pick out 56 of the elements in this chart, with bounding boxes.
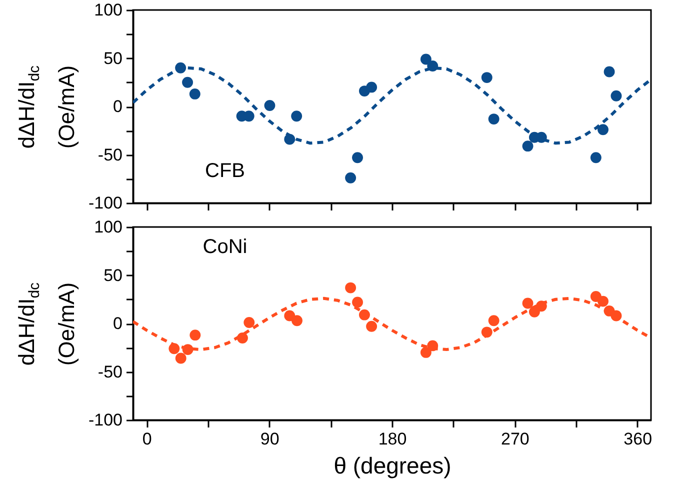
point [168,343,180,354]
y-tick-label: 0 [113,97,122,116]
annotation: CoNi [202,236,248,258]
x-tick-label: 360 [624,430,652,448]
point [345,282,356,294]
point [610,310,622,322]
annotation: CFB [205,160,245,182]
point [604,66,615,78]
point [590,152,602,164]
point [488,114,500,125]
point [352,152,363,164]
point [598,124,608,136]
point [420,54,432,65]
point [182,344,194,356]
point [175,62,186,74]
point [522,298,534,309]
point [481,326,492,338]
point [292,315,302,326]
point [244,317,255,328]
y-tick-label: -100 [88,194,122,212]
x-tick-label: 0 [142,430,152,448]
point [366,82,378,93]
point [189,88,200,100]
point [488,315,500,326]
point [264,100,276,111]
point [420,346,432,358]
point [427,340,438,352]
y-tick-label: 0 [113,314,122,333]
point [598,296,608,307]
point [358,309,370,320]
point [345,172,356,184]
y-tick-label: -50 [98,145,122,164]
point [284,134,296,145]
point [352,296,363,308]
point [190,330,201,341]
y-tick-label: 50 [104,266,122,285]
point [528,306,540,318]
y-tick-label: -100 [88,410,122,430]
point [610,90,622,102]
point [427,60,438,72]
y-tick-label: -50 [98,362,122,382]
x-tick-label: 180 [378,430,407,448]
point [481,72,492,84]
x-tick-label: 90 [260,430,280,448]
y-tick-label: 100 [94,218,122,236]
point [522,140,534,152]
point [175,352,186,364]
point [291,110,302,122]
x-axis-title: θ (degrees) [334,452,452,478]
y-tick-label: 100 [94,0,122,20]
y-tick-label: 50 [104,48,122,68]
point [366,320,378,332]
point [236,332,248,344]
point [536,300,547,312]
x-tick-label: 270 [500,430,530,448]
point [182,76,194,88]
